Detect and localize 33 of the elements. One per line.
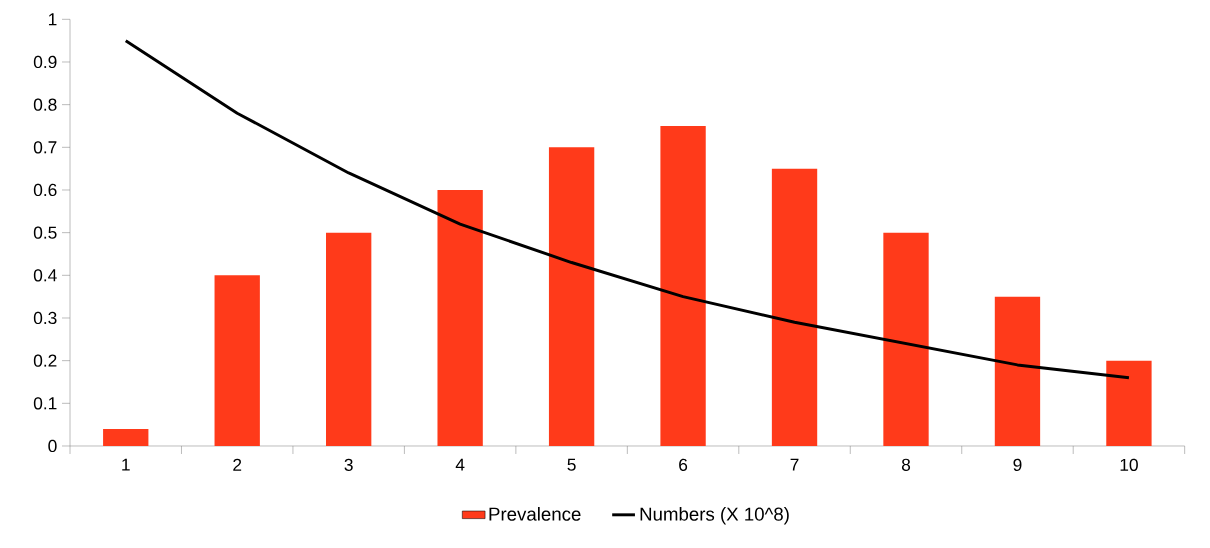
y-tick-label: 0.7 [33, 141, 57, 154]
bar [771, 168, 818, 446]
y-tick-label: 0.6 [33, 183, 57, 197]
bar [548, 147, 595, 446]
bar [994, 296, 1041, 446]
x-tick-label: 6 [679, 458, 688, 471]
x-tick-label: 10 [1120, 458, 1138, 471]
x-tick-label: 7 [790, 458, 799, 471]
x-tick-label: 9 [1013, 458, 1022, 471]
bar [326, 232, 372, 446]
x-tick-label: 1 [122, 458, 130, 471]
bar [103, 428, 149, 446]
bar [214, 275, 260, 446]
y-tick-label: 0.1 [33, 397, 57, 410]
bar [1106, 360, 1152, 446]
y-tick-label: 0.4 [33, 269, 57, 282]
x-tick-label: 2 [233, 458, 242, 471]
x-tick-label: 8 [901, 458, 911, 471]
bar [883, 232, 929, 446]
y-tick-label: 0.5 [33, 226, 57, 239]
y-tick-label: 0.3 [33, 311, 57, 325]
y-tick-label: 0.9 [33, 55, 57, 69]
legend-label: Prevalence [489, 507, 581, 521]
y-tick-label: 0.2 [33, 354, 57, 367]
y-tick-label: 1 [48, 13, 57, 26]
x-tick-label: 5 [567, 458, 576, 471]
bar [437, 189, 483, 446]
y-tick-label: 0.8 [33, 98, 57, 111]
x-tick-label: 3 [344, 458, 353, 471]
bar [660, 125, 706, 446]
y-tick-label: 0 [48, 439, 57, 453]
legend-label: Numbers (X 10^8) [640, 507, 789, 525]
x-tick-label: 4 [455, 458, 465, 471]
